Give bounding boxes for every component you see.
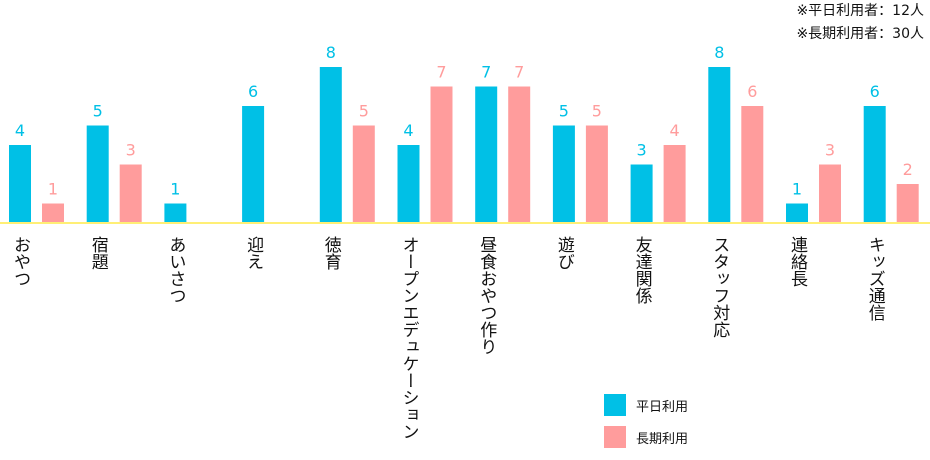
user-count-notes: ※平日利用者：12人 ※長期利用者：30人 bbox=[796, 0, 924, 46]
note-longterm-users: ※長期利用者：30人 bbox=[796, 26, 924, 42]
category-label-0: おやつ bbox=[10, 236, 30, 287]
data-label-longterm-4: 5 bbox=[359, 102, 369, 121]
bar-weekday-6 bbox=[475, 86, 498, 223]
legend-swatch-weekday bbox=[604, 394, 626, 416]
legend-item-weekday: 平日利用 bbox=[604, 394, 688, 416]
category-label-8: 友達関係 bbox=[632, 236, 653, 305]
data-label-weekday-9: 8 bbox=[714, 43, 724, 62]
data-label-longterm-10: 3 bbox=[825, 141, 835, 160]
data-label-weekday-7: 5 bbox=[559, 102, 569, 121]
category-label-3: 迎え bbox=[243, 236, 264, 270]
bar-weekday-2 bbox=[164, 203, 187, 223]
data-label-longterm-11: 2 bbox=[903, 160, 913, 179]
legend-label-longterm: 長期利用 bbox=[636, 431, 689, 447]
bar-longterm-10 bbox=[819, 164, 841, 223]
data-label-weekday-6: 7 bbox=[481, 63, 491, 82]
bar-weekday-9 bbox=[708, 67, 731, 223]
bar-weekday-0 bbox=[9, 145, 31, 223]
category-label-4: 徳育 bbox=[321, 236, 342, 271]
bar-weekday-10 bbox=[786, 203, 808, 223]
legend-item-longterm: 長期利用 bbox=[604, 426, 688, 448]
bar-longterm-1 bbox=[119, 164, 142, 223]
bar-longterm-9 bbox=[741, 106, 764, 223]
category-label-11: キッズ通信 bbox=[865, 236, 886, 321]
category-label-9: スタッフ対応 bbox=[709, 236, 730, 338]
data-label-weekday-10: 1 bbox=[792, 180, 802, 199]
data-label-weekday-5: 4 bbox=[403, 121, 413, 140]
data-label-weekday-4: 8 bbox=[326, 43, 336, 62]
data-label-longterm-5: 7 bbox=[436, 63, 446, 82]
data-label-weekday-3: 6 bbox=[248, 82, 258, 101]
data-label-weekday-2: 1 bbox=[170, 180, 180, 199]
category-label-10: 連絡長 bbox=[787, 236, 808, 287]
bar-longterm-7 bbox=[585, 125, 608, 223]
note-weekday-users: ※平日利用者：12人 bbox=[796, 3, 924, 19]
data-label-longterm-9: 6 bbox=[747, 82, 757, 101]
bar-longterm-11 bbox=[896, 184, 919, 223]
bar-weekday-3 bbox=[242, 106, 265, 223]
bar-weekday-1 bbox=[86, 125, 109, 223]
data-label-weekday-8: 3 bbox=[637, 141, 647, 160]
bar-longterm-8 bbox=[663, 145, 686, 223]
bar-weekday-11 bbox=[863, 106, 886, 223]
legend: 平日利用 長期利用 bbox=[604, 394, 688, 458]
category-label-6: 昼食おやつ作り bbox=[476, 236, 497, 355]
category-label-1: 宿題 bbox=[88, 236, 109, 270]
data-label-longterm-8: 4 bbox=[670, 121, 680, 140]
data-label-longterm-7: 5 bbox=[592, 102, 602, 121]
bar-longterm-4 bbox=[352, 125, 375, 223]
category-label-7: 遊び bbox=[554, 236, 575, 270]
bar-weekday-4 bbox=[319, 67, 342, 223]
data-label-longterm-6: 7 bbox=[514, 63, 524, 82]
data-label-weekday-1: 5 bbox=[93, 102, 103, 121]
data-label-weekday-0: 4 bbox=[15, 121, 25, 140]
bar-longterm-5 bbox=[430, 86, 453, 223]
bar-weekday-7 bbox=[552, 125, 575, 223]
category-label-2: あいさつ bbox=[165, 236, 185, 304]
bar-weekday-5 bbox=[397, 145, 420, 223]
data-label-weekday-11: 6 bbox=[870, 82, 880, 101]
bar-weekday-8 bbox=[630, 164, 653, 223]
legend-swatch-longterm bbox=[604, 426, 626, 448]
bar-longterm-6 bbox=[508, 86, 531, 223]
category-label-5: オープンエデュケーション bbox=[399, 236, 419, 440]
bar-longterm-0 bbox=[42, 203, 64, 223]
data-label-longterm-1: 3 bbox=[126, 141, 136, 160]
data-label-longterm-0: 1 bbox=[48, 180, 58, 199]
legend-label-weekday: 平日利用 bbox=[636, 399, 689, 415]
